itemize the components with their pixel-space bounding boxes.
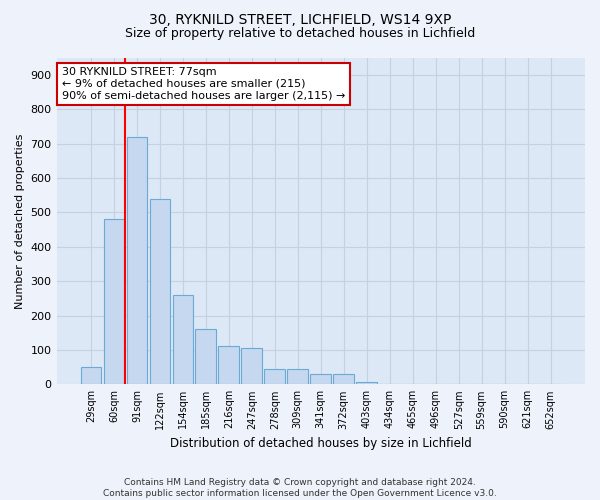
Bar: [196, 328, 216, 384]
Bar: [265, 369, 285, 384]
Text: 30 RYKNILD STREET: 77sqm
← 9% of detached houses are smaller (215)
90% of semi-d: 30 RYKNILD STREET: 77sqm ← 9% of detache…: [62, 68, 345, 100]
Bar: [80, 367, 101, 384]
Bar: [173, 295, 193, 384]
Bar: [127, 136, 147, 384]
Text: Size of property relative to detached houses in Lichfield: Size of property relative to detached ho…: [125, 28, 475, 40]
Text: 30, RYKNILD STREET, LICHFIELD, WS14 9XP: 30, RYKNILD STREET, LICHFIELD, WS14 9XP: [149, 12, 451, 26]
Bar: [104, 219, 124, 384]
Y-axis label: Number of detached properties: Number of detached properties: [15, 133, 25, 308]
Text: Contains HM Land Registry data © Crown copyright and database right 2024.
Contai: Contains HM Land Registry data © Crown c…: [103, 478, 497, 498]
Bar: [287, 369, 308, 384]
Bar: [310, 374, 331, 384]
Bar: [218, 346, 239, 385]
Bar: [149, 198, 170, 384]
Bar: [356, 382, 377, 384]
Bar: [241, 348, 262, 385]
Bar: [334, 374, 354, 384]
X-axis label: Distribution of detached houses by size in Lichfield: Distribution of detached houses by size …: [170, 437, 472, 450]
